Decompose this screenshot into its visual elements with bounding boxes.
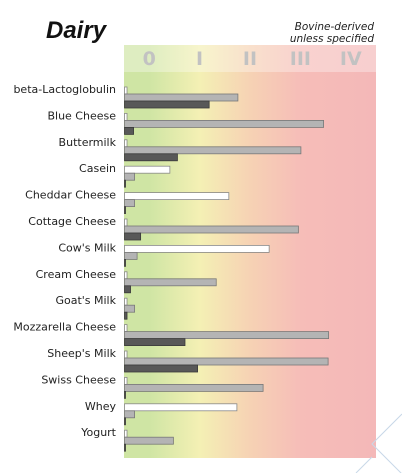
- category-label: beta-Lactoglobulin: [13, 83, 116, 96]
- bar: [124, 304, 135, 313]
- bar: [124, 311, 128, 320]
- category-label: Cottage Cheese: [28, 215, 116, 228]
- bar: [124, 244, 270, 253]
- bar: [124, 93, 239, 102]
- bar: [124, 199, 135, 208]
- bar: [124, 278, 217, 287]
- bar: [124, 383, 264, 392]
- bar: [124, 417, 126, 426]
- bar: [124, 443, 126, 452]
- bar: [124, 297, 128, 306]
- bar: [124, 100, 210, 109]
- category-label: Blue Cheese: [47, 109, 116, 122]
- bar: [124, 165, 171, 174]
- bar: [124, 139, 128, 148]
- category-label: Goat's Milk: [55, 294, 116, 307]
- category-label: Whey: [85, 400, 117, 413]
- category-label: Mozzarella Cheese: [13, 321, 116, 334]
- band-label-3: III: [290, 48, 311, 70]
- bar: [124, 179, 126, 188]
- corner-decoration: [355, 413, 402, 473]
- bar: [124, 271, 128, 280]
- bar: [124, 403, 238, 412]
- band-label-0: 0: [143, 48, 156, 70]
- category-label: Cow's Milk: [58, 241, 116, 254]
- bar: [124, 376, 128, 385]
- bar: [124, 146, 302, 155]
- category-label: Casein: [79, 162, 116, 175]
- band-label-1: I: [196, 48, 203, 70]
- band-label-4: IV: [340, 48, 362, 70]
- category-label: Swiss Cheese: [41, 373, 116, 386]
- band-label-2: II: [243, 48, 257, 70]
- bar: [124, 120, 324, 128]
- category-label: Buttermilk: [59, 136, 117, 149]
- category-label: Cheddar Cheese: [25, 189, 116, 202]
- bar: [124, 350, 128, 359]
- category-label: Yogurt: [80, 426, 116, 439]
- bar: [124, 436, 174, 445]
- bar: [124, 232, 142, 241]
- bar: [124, 113, 128, 121]
- bar: [124, 331, 330, 340]
- bar: [124, 364, 198, 373]
- bar: [124, 206, 126, 215]
- bar: [124, 357, 329, 366]
- category-label: Sheep's Milk: [47, 347, 116, 360]
- source-note-line-2: unless specified: [290, 33, 374, 45]
- bar: [124, 258, 126, 267]
- band-header-strip: [124, 45, 376, 72]
- bar: [124, 251, 138, 260]
- bar: [124, 218, 128, 227]
- bar: [124, 192, 230, 201]
- chart-title: Dairy: [46, 17, 108, 44]
- bar: [124, 338, 186, 347]
- bar: [124, 153, 178, 162]
- bar: [124, 285, 131, 294]
- bar: [124, 410, 135, 419]
- bar: [124, 86, 128, 95]
- bar: [124, 324, 128, 333]
- bar: [124, 127, 134, 135]
- category-label: Cream Cheese: [36, 268, 117, 281]
- bar: [124, 429, 128, 438]
- source-note-line-1: Bovine-derived: [295, 21, 375, 33]
- bar: [124, 172, 135, 181]
- bar: [124, 390, 126, 399]
- bar: [124, 225, 299, 234]
